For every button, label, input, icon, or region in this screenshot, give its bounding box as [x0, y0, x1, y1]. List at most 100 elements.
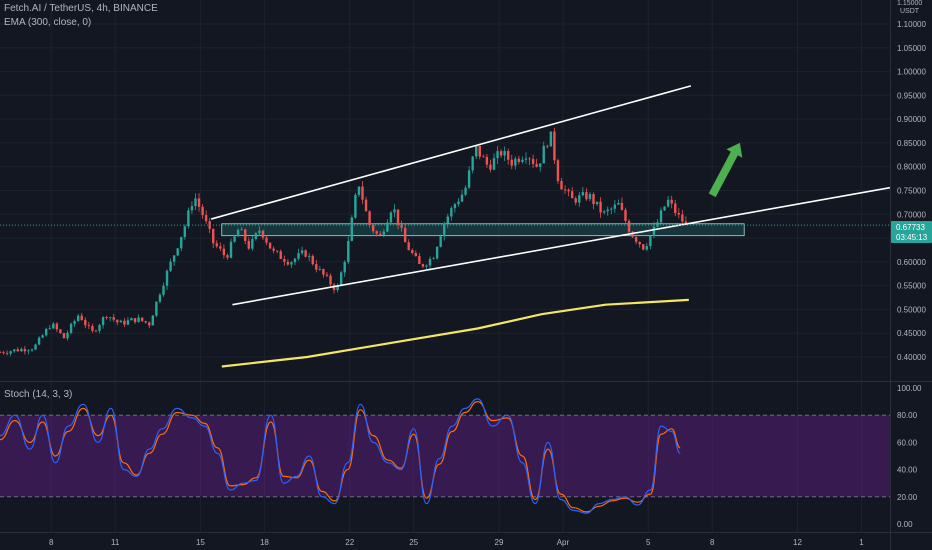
- price-tick-label: 0.85000: [897, 139, 926, 148]
- candle: [638, 241, 641, 248]
- candle-body: [286, 261, 290, 265]
- candle-body: [386, 222, 389, 232]
- candle: [489, 159, 492, 173]
- candle-body: [645, 246, 649, 250]
- candle: [485, 154, 489, 169]
- candle: [435, 246, 439, 260]
- candle-body: [162, 285, 165, 295]
- candle-body: [94, 330, 98, 332]
- candle-body: [180, 236, 183, 249]
- stoch-tick-label: 100.00: [897, 384, 922, 393]
- candle-body: [87, 325, 91, 327]
- candle: [371, 223, 375, 234]
- candle: [542, 141, 545, 164]
- candle-body: [244, 229, 247, 241]
- candle: [425, 264, 428, 269]
- candle: [30, 348, 34, 353]
- candle: [407, 239, 410, 251]
- time-tick-label: 1: [859, 538, 864, 547]
- candle: [570, 187, 574, 199]
- candle-body: [499, 151, 503, 156]
- candle-body: [293, 258, 297, 263]
- candle-body: [393, 209, 396, 213]
- stoch-axis[interactable]: 100.00 80.00 60.00 40.00 20.00 0.00: [897, 384, 922, 529]
- time-axis[interactable]: 8 11 15 18 22 25 29 Apr 5 8 12 1: [0, 532, 932, 548]
- candle-body: [27, 350, 30, 352]
- symbol-legend[interactable]: Fetch.AI / TetherUS, 4h, BINANCE: [4, 3, 158, 14]
- candle: [563, 185, 567, 194]
- candle-body: [268, 242, 272, 249]
- candle-body: [627, 220, 631, 232]
- candle-body: [30, 349, 34, 351]
- candle-body: [595, 201, 599, 205]
- candle-body: [73, 321, 76, 324]
- candle: [219, 242, 222, 252]
- candle-body: [514, 158, 517, 166]
- candle-body: [119, 320, 123, 323]
- candle-body: [521, 159, 524, 163]
- candle: [528, 157, 531, 166]
- candle: [236, 228, 240, 237]
- candle: [610, 207, 613, 215]
- candle-body: [631, 231, 634, 238]
- price-tick-label: 0.55000: [897, 282, 926, 291]
- price-axis-top-value: 1.15000: [897, 0, 922, 7]
- candle-body: [219, 246, 222, 249]
- candle: [421, 263, 425, 269]
- candle: [517, 155, 521, 165]
- candle: [560, 178, 563, 190]
- candle-body: [659, 210, 663, 223]
- candle: [180, 236, 183, 252]
- candle-body: [62, 333, 66, 339]
- up-arrow-icon[interactable]: [708, 142, 743, 198]
- upper-trendline[interactable]: [210, 85, 692, 220]
- ema-legend[interactable]: EMA (300, close, 0): [4, 17, 92, 28]
- candle-body: [471, 156, 474, 171]
- candle-body: [446, 216, 449, 224]
- candle-body: [169, 261, 172, 271]
- time-tick-label: 18: [260, 538, 269, 547]
- candle: [16, 347, 19, 352]
- candle: [183, 224, 187, 240]
- candle: [251, 235, 254, 251]
- candle: [226, 253, 229, 260]
- stoch-legend[interactable]: Stoch (14, 3, 3): [4, 389, 73, 400]
- candle-body: [258, 230, 261, 234]
- candle-body: [165, 270, 169, 286]
- candle: [592, 192, 595, 210]
- candle: [496, 146, 499, 165]
- lower-trendline[interactable]: [232, 186, 891, 306]
- stoch-tick-label: 0.00: [897, 520, 913, 529]
- candles: [0, 127, 688, 357]
- candle-body: [290, 262, 293, 265]
- candle: [471, 155, 474, 174]
- candle-body: [450, 208, 453, 217]
- stoch-d-line: [0, 400, 681, 513]
- candle: [73, 319, 76, 327]
- candle-body: [37, 337, 41, 345]
- candle-body: [59, 329, 62, 334]
- candle: [347, 236, 350, 265]
- candle: [140, 317, 144, 323]
- candle: [411, 248, 414, 255]
- candle-body: [16, 349, 19, 352]
- candle-body: [13, 349, 16, 352]
- candle: [258, 225, 261, 237]
- candle: [286, 259, 290, 266]
- candle: [187, 207, 190, 229]
- candle-body: [560, 181, 563, 190]
- support-zone[interactable]: [221, 223, 745, 237]
- candle-body: [489, 164, 492, 170]
- candle-body: [531, 159, 535, 164]
- candle-body: [123, 320, 126, 325]
- candle: [59, 328, 62, 334]
- candle-body: [66, 332, 69, 339]
- candle: [69, 322, 73, 335]
- candle: [279, 249, 282, 260]
- candle-body: [439, 236, 442, 247]
- candle: [634, 235, 638, 245]
- candle-body: [503, 151, 506, 156]
- candle-body: [318, 269, 322, 270]
- candle: [393, 204, 396, 218]
